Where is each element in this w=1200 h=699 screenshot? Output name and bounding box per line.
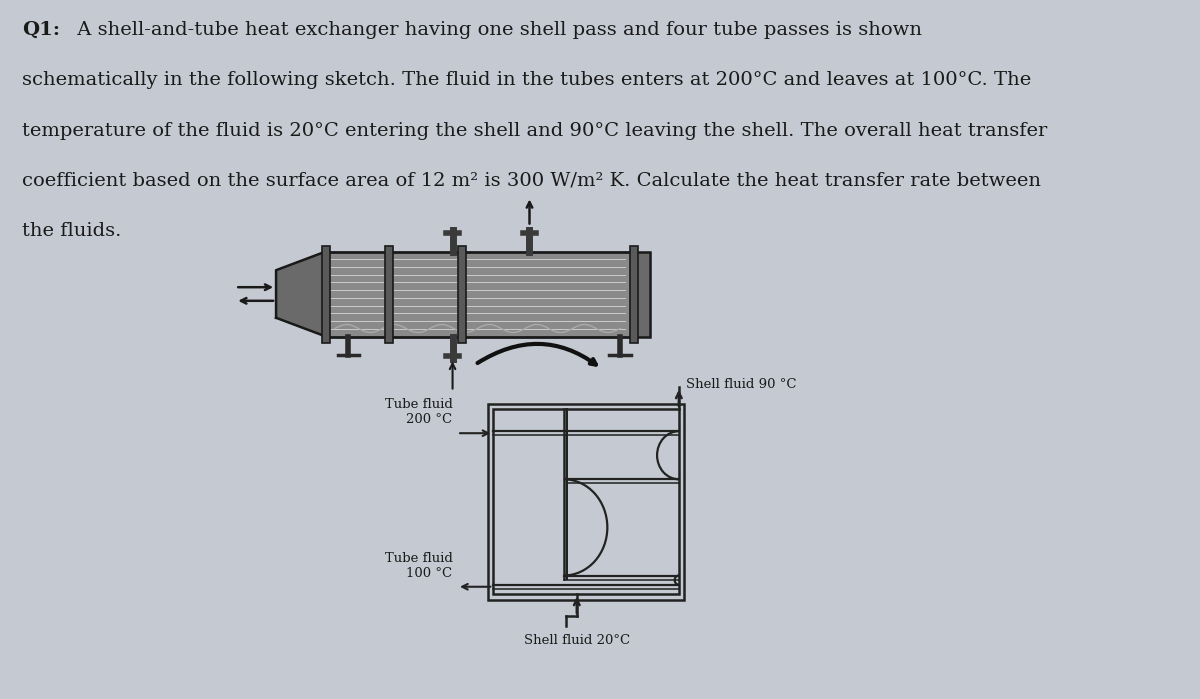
Text: A shell-and-tube heat exchanger having one shell pass and four tube passes is sh: A shell-and-tube heat exchanger having o… xyxy=(71,21,922,39)
Text: coefficient based on the surface area of 12 m² is 300 W/m² K. Calculate the heat: coefficient based on the surface area of… xyxy=(22,172,1040,190)
Text: Q1:: Q1: xyxy=(22,21,60,39)
Bar xyxy=(630,245,637,343)
Text: Tube fluid
200 °C: Tube fluid 200 °C xyxy=(385,398,452,426)
Text: Tube fluid
100 °C: Tube fluid 100 °C xyxy=(385,552,452,579)
Bar xyxy=(322,245,330,343)
Text: the fluids.: the fluids. xyxy=(22,222,121,240)
Bar xyxy=(457,245,466,343)
Polygon shape xyxy=(276,252,326,336)
Bar xyxy=(385,245,394,343)
Text: Shell fluid 20°C: Shell fluid 20°C xyxy=(523,634,630,647)
Text: schematically in the following sketch. The fluid in the tubes enters at 200°C an: schematically in the following sketch. T… xyxy=(22,71,1031,89)
Bar xyxy=(326,252,634,336)
Bar xyxy=(488,403,684,600)
Text: Shell fluid 90 °C: Shell fluid 90 °C xyxy=(686,377,797,391)
Text: temperature of the fluid is 20°C entering the shell and 90°C leaving the shell. : temperature of the fluid is 20°C enterin… xyxy=(22,122,1046,140)
Bar xyxy=(493,409,679,594)
Bar xyxy=(634,252,650,336)
